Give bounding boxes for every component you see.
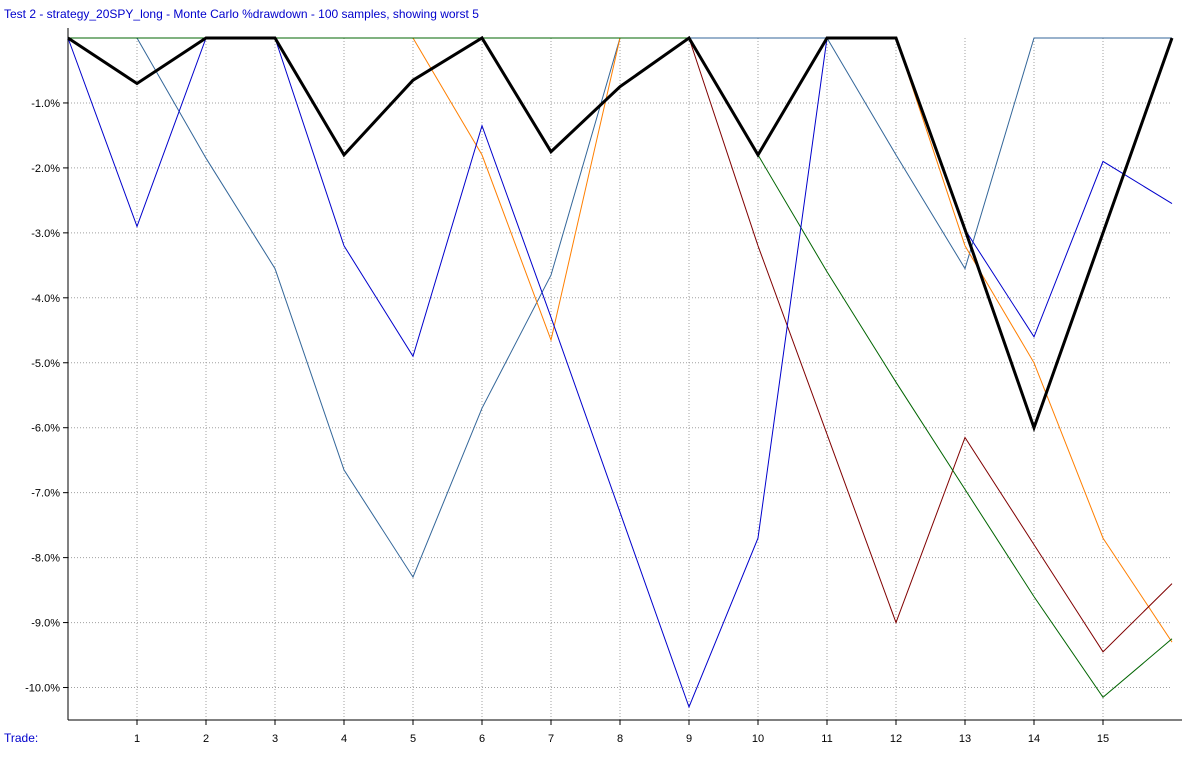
x-tick-label: 3 — [272, 733, 278, 745]
chart-title: Test 2 - strategy_20SPY_long - Monte Car… — [4, 7, 479, 21]
x-tick-label: 10 — [752, 733, 764, 745]
x-tick-label: 4 — [341, 733, 347, 745]
y-tick-label: -5.0% — [31, 358, 60, 370]
axis-layer: -1.0% -2.0% -3.0% -4.0% -5.0% -6.0% -7.0% -8.0%… — [25, 28, 1182, 745]
x-tick-label: 9 — [686, 733, 692, 745]
x-tick-label: 15 — [1097, 733, 1109, 745]
y-tick-label: -10.0% — [25, 683, 60, 695]
y-tick-label: -3.0% — [31, 228, 60, 240]
x-tick-label: 12 — [890, 733, 902, 745]
x-tick-label: 6 — [479, 733, 485, 745]
y-tick-label: -8.0% — [31, 553, 60, 565]
series-layer — [67, 35, 1174, 709]
y-tick-label: -7.0% — [31, 488, 60, 500]
x-tick-label: 14 — [1028, 733, 1040, 745]
x-tick-label: 8 — [617, 733, 623, 745]
grid-layer — [68, 38, 1172, 720]
x-axis-label: Trade: — [4, 731, 39, 745]
x-tick-label: 13 — [959, 733, 971, 745]
series-line-5 — [67, 37, 1173, 709]
x-tick-label: 1 — [134, 733, 140, 745]
series-line-1 — [68, 37, 1172, 579]
y-tick-label: -2.0% — [31, 163, 60, 175]
x-tick-label: 7 — [548, 733, 554, 745]
y-tick-label: -9.0% — [31, 618, 60, 630]
x-tick-label: 5 — [410, 733, 416, 745]
series-line-4 — [68, 37, 1173, 699]
y-tick-label: -1.0% — [31, 98, 60, 110]
y-tick-label: -6.0% — [31, 423, 60, 435]
x-tick-label: 2 — [203, 733, 209, 745]
series-line-6 — [67, 35, 1174, 433]
y-tick-label: -4.0% — [31, 293, 60, 305]
x-tick-label: 11 — [821, 733, 832, 745]
